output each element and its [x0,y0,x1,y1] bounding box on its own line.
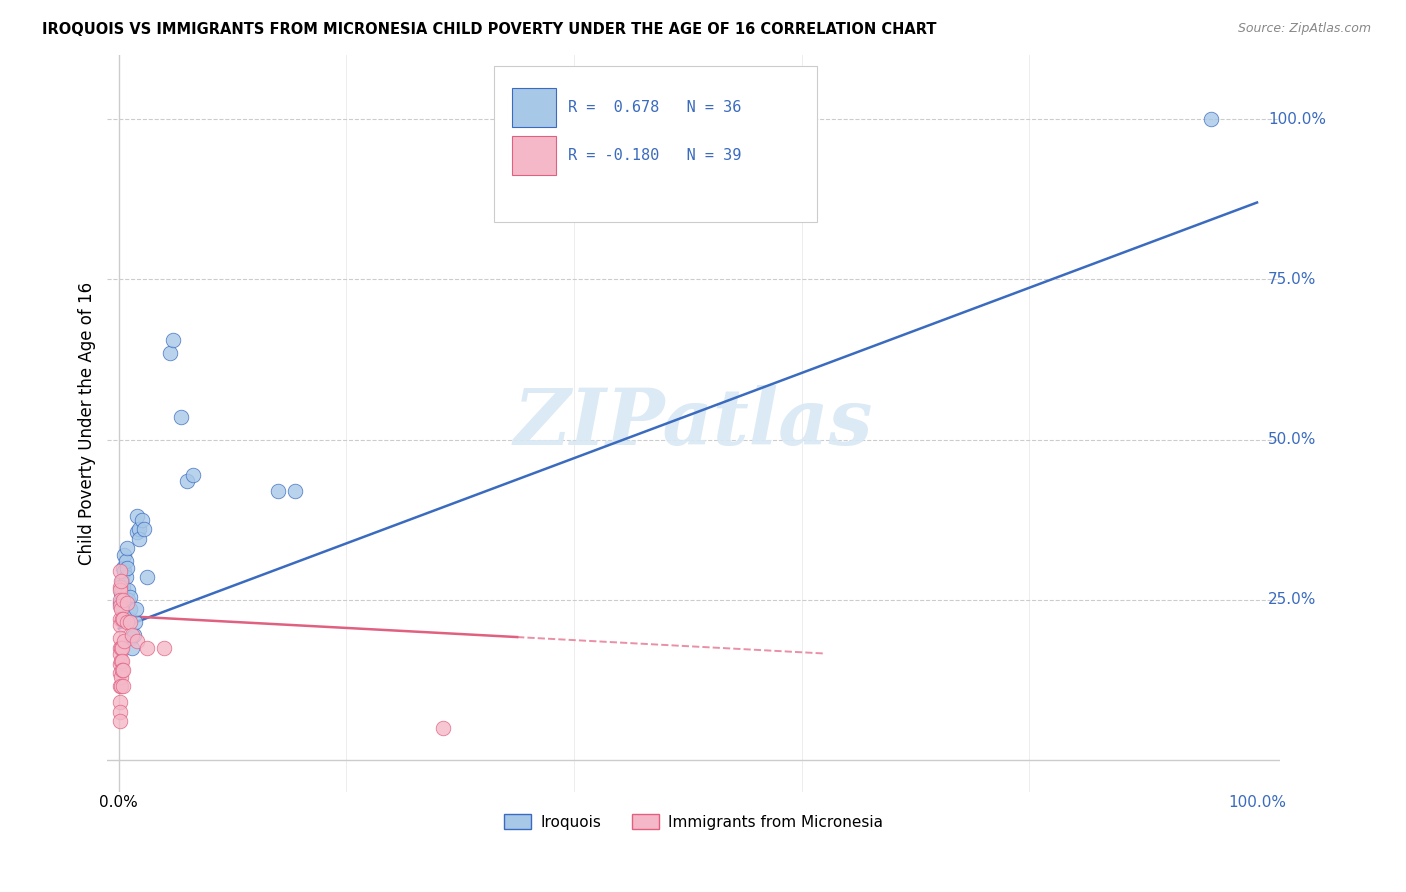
Point [110,599,132,614]
Point [114,554,136,568]
Point [136,570,159,584]
Point [108,679,131,693]
Point [120,590,142,604]
Point [108,705,131,719]
Text: 75.0%: 75.0% [1268,272,1316,287]
Point [128,532,150,546]
Text: 50.0%: 50.0% [1268,432,1316,447]
Point [153,640,176,655]
Point [112,612,135,626]
Point [128,522,150,536]
Point [122,628,145,642]
Point [111,640,134,655]
Point [136,640,159,655]
Point [108,695,131,709]
Point [118,612,141,626]
Point [108,640,131,655]
Point [284,483,307,498]
Point [125,634,148,648]
Point [121,640,143,655]
Point [114,570,136,584]
Point [110,679,132,693]
Point [114,634,136,648]
Point [108,612,131,626]
Point [111,583,134,598]
Point [115,615,138,630]
Text: R =  0.678   N = 36: R = 0.678 N = 36 [568,100,741,115]
Point [108,714,131,729]
Point [110,586,132,600]
Y-axis label: Child Poverty Under the Age of 16: Child Poverty Under the Age of 16 [79,282,96,566]
Text: IROQUOIS VS IMMIGRANTS FROM MICRONESIA CHILD POVERTY UNDER THE AGE OF 16 CORRELA: IROQUOIS VS IMMIGRANTS FROM MICRONESIA C… [42,22,936,37]
Point [115,541,138,556]
Point [115,560,138,574]
Point [170,410,193,425]
Point [114,548,136,562]
Point [110,654,132,668]
Point [111,612,134,626]
Point [267,483,290,498]
Point [132,522,155,536]
Point [114,564,136,578]
Legend: Iroquois, Immigrants from Micronesia: Iroquois, Immigrants from Micronesia [498,807,890,836]
Point [112,592,135,607]
Text: 25.0%: 25.0% [1268,592,1316,607]
Point [108,596,131,610]
Point [181,467,204,482]
Point [110,670,132,684]
Point [108,657,131,671]
Point [162,333,184,347]
Text: 100.0%: 100.0% [1268,112,1326,127]
Point [120,631,142,645]
Point [159,346,181,360]
Text: R = -0.180   N = 39: R = -0.180 N = 39 [568,148,741,163]
Point [110,574,132,588]
Point [125,509,148,524]
Point [1201,112,1223,127]
Point [108,580,131,594]
Point [112,679,135,693]
Point [117,592,139,607]
Text: 100.0%: 100.0% [1227,795,1286,810]
Point [110,602,132,616]
Point [108,564,131,578]
Text: Source: ZipAtlas.com: Source: ZipAtlas.com [1237,22,1371,36]
Point [111,654,134,668]
Point [117,583,139,598]
Point [432,721,454,735]
Point [176,474,198,488]
FancyBboxPatch shape [495,66,817,222]
Point [111,574,134,588]
FancyBboxPatch shape [512,88,557,127]
Point [120,602,142,616]
Point [112,580,135,594]
Point [112,663,135,677]
Point [108,592,131,607]
Point [120,615,142,630]
Point [108,631,131,645]
Point [115,596,138,610]
Point [125,525,148,540]
Point [108,666,131,681]
Point [125,602,148,616]
Point [112,560,135,574]
Point [124,615,146,630]
Text: 0.0%: 0.0% [100,795,138,810]
Point [108,599,131,614]
Point [121,628,143,642]
FancyBboxPatch shape [512,136,557,175]
Point [108,647,131,661]
Point [108,583,131,598]
Text: ZIPatlas: ZIPatlas [513,385,873,462]
Point [110,640,132,655]
Point [131,513,153,527]
Point [108,618,131,632]
Point [111,663,134,677]
